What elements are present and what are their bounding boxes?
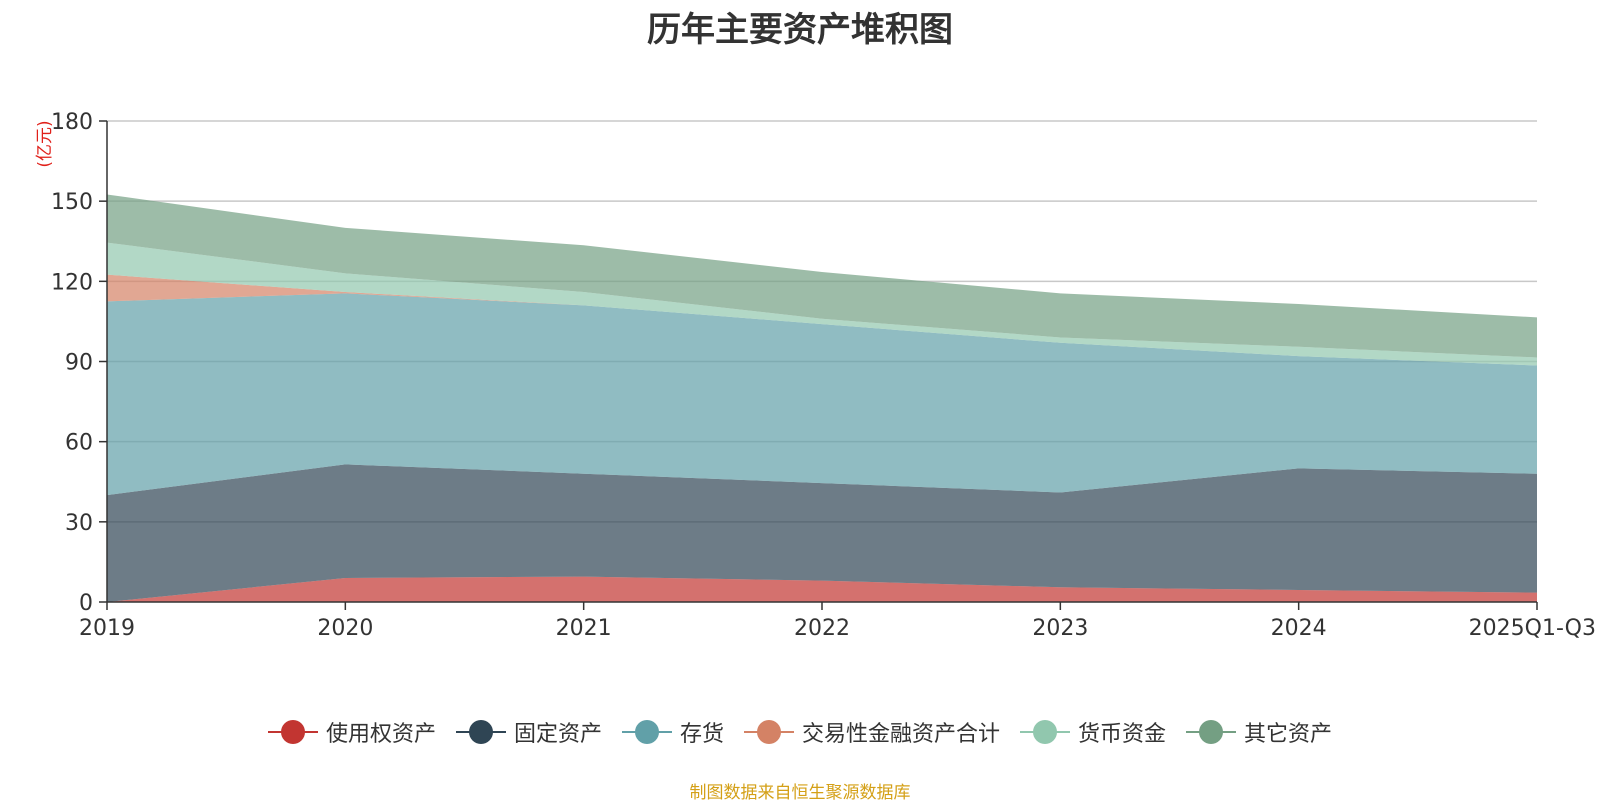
legend-label: 货币资金: [1078, 722, 1167, 747]
legend-swatch-icon: [1186, 719, 1237, 745]
legend-label: 其它资产: [1244, 722, 1333, 747]
legend-label: 固定资产: [513, 722, 602, 747]
legend-swatch-icon: [1020, 719, 1071, 745]
chart-title: 历年主要资产堆积图: [647, 10, 953, 50]
axes: (亿元) 0 30 60 90 120 150 180 2019 2020 2021 2022 202…: [35, 110, 1596, 641]
legend-item[interactable]: 使用权资产: [267, 716, 436, 748]
x-tick-label: 2019: [79, 616, 135, 641]
legend-item[interactable]: 交易性金融资产合计: [744, 716, 1000, 748]
y-tick-label: 90: [65, 351, 93, 376]
x-tick-label: 2022: [794, 616, 850, 641]
area-series: [107, 194, 1537, 602]
y-tick-label: 30: [65, 511, 93, 536]
y-tick-label: 120: [51, 270, 93, 295]
y-tick-label: 150: [51, 190, 93, 215]
legend-item[interactable]: 货币资金: [1020, 716, 1166, 748]
y-tick-label: 60: [65, 431, 93, 456]
legend-item[interactable]: 固定资产: [455, 716, 602, 748]
x-tick-label: 2023: [1032, 616, 1088, 641]
area-series-2: [107, 293, 1537, 496]
legend-label: 使用权资产: [325, 722, 436, 747]
area-series-5: [107, 194, 1537, 358]
y-tick-label: 0: [79, 591, 93, 616]
x-tick-label: 2024: [1271, 616, 1327, 641]
source-note: 制图数据来自恒生聚源数据库: [689, 783, 911, 803]
x-tick-label: 2025Q1-Q3: [1469, 616, 1596, 641]
area-series-1: [107, 464, 1537, 602]
y-tick-label: 180: [51, 110, 93, 135]
x-tick-label: 2020: [317, 616, 373, 641]
legend-label: 交易性金融资产合计: [802, 722, 1001, 747]
y-axis-unit-label: (亿元): [35, 120, 55, 167]
x-tick-label: 2021: [556, 616, 612, 641]
legend-swatch-icon: [744, 719, 794, 745]
legend-swatch-icon: [621, 719, 672, 745]
area-series-0: [107, 576, 1537, 602]
legend-swatch-icon: [455, 719, 506, 745]
legend-label: 存货: [679, 722, 724, 747]
legend: 使用权资产 固定资产 存货 交易性金融资产合计 货币资金 其它资产: [0, 716, 1600, 748]
legend-item[interactable]: 其它资产: [1186, 716, 1332, 748]
legend-item[interactable]: 存货: [621, 716, 724, 748]
area-series-4: [107, 242, 1537, 366]
legend-swatch-icon: [267, 719, 318, 745]
